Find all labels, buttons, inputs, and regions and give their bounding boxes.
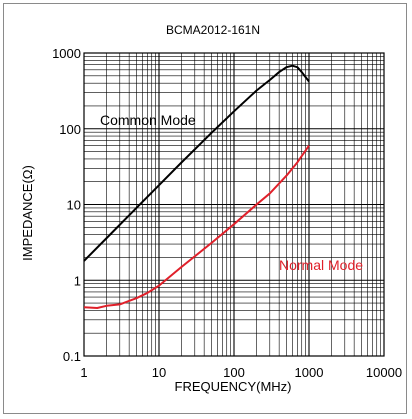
x-axis-title: FREQUENCY(MHz) [175,379,292,394]
series-line-common-mode [83,64,310,262]
y-tick-label: 100 [59,122,81,137]
x-tick-label: 10000 [366,365,402,380]
common-mode-label: Common Mode [100,112,196,128]
x-tick-label: 1000 [295,365,324,380]
x-tick-label: 1 [80,365,87,380]
x-tick-label: 10 [152,365,166,380]
y-tick-label: 10 [67,198,81,213]
normal-mode-label: Normal Mode [279,257,363,273]
y-tick-label: 1 [74,273,81,288]
series-line-normal-mode [83,144,310,310]
y-tick-label: 1000 [52,46,81,61]
series-layer [83,64,310,310]
plot-area-border [83,52,385,357]
chart-title: BCMA2012-161N [166,23,260,37]
x-tick-label: 100 [223,365,245,380]
major-gridlines [84,53,384,356]
y-tick-label: 0.1 [63,349,81,364]
chart-frame: 1 10 100 1000 10000 1000 100 10 1 0.1 BCMA2012-16… [3,3,407,414]
y-axis-title: IMPEDANCE(Ω) [20,165,35,261]
